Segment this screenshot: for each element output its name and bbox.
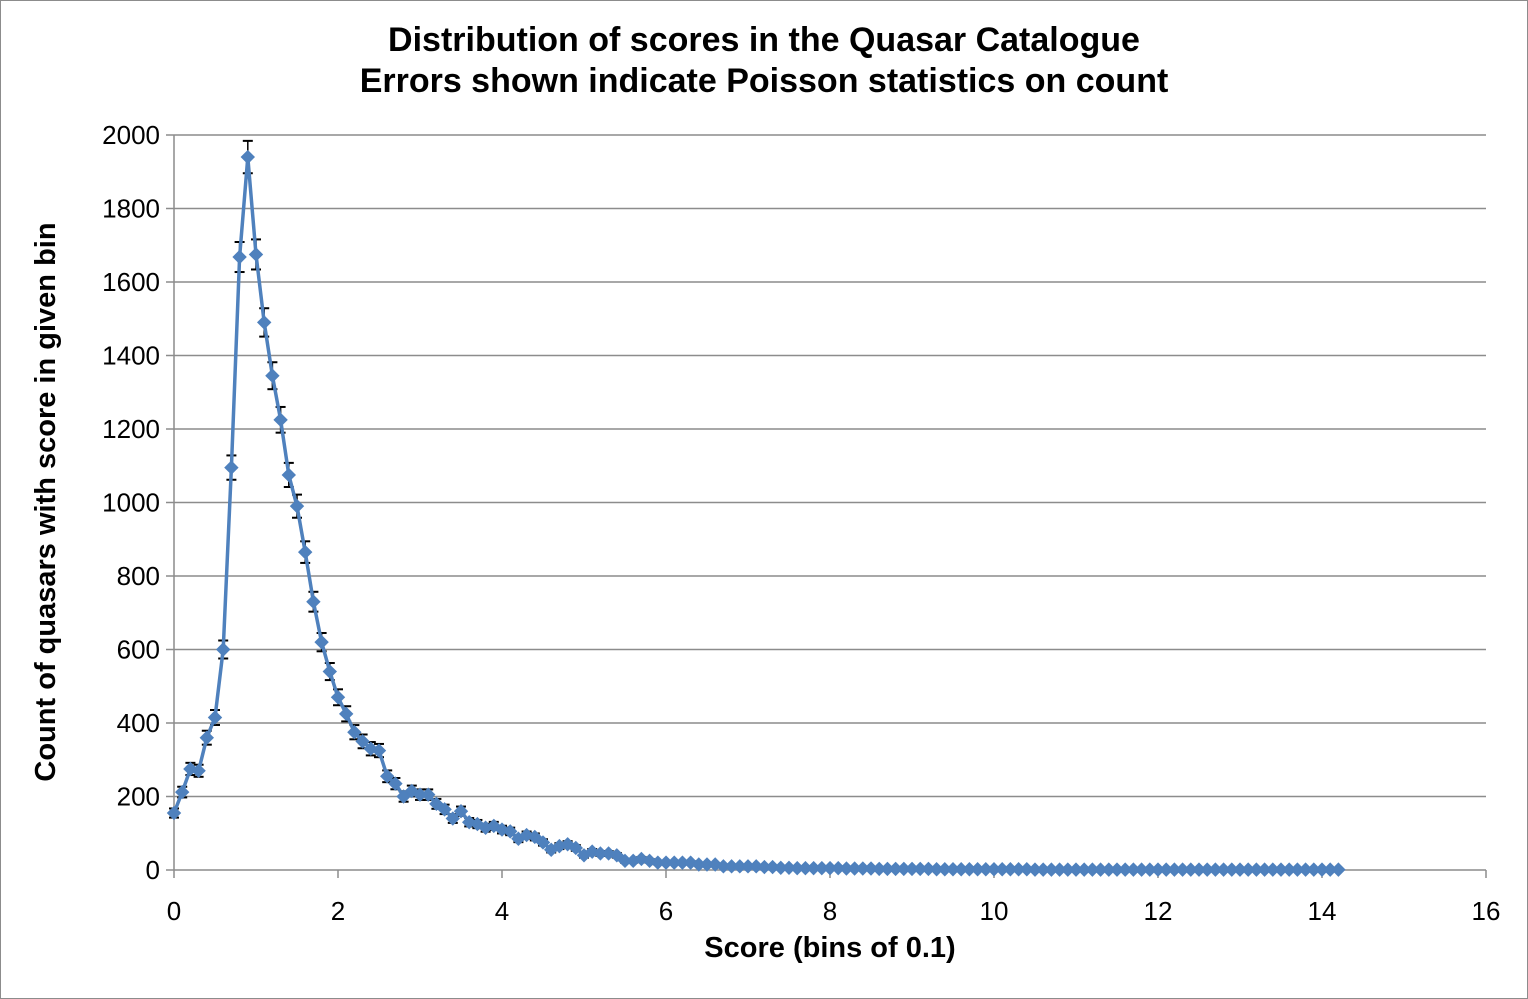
data-point <box>330 690 346 705</box>
data-point <box>306 594 321 609</box>
data-point <box>338 706 354 722</box>
y-tick-label: 600 <box>117 635 160 665</box>
data-point <box>273 412 288 428</box>
data-point <box>379 769 395 784</box>
y-tick-label: 2000 <box>102 120 160 150</box>
data-point <box>232 249 247 265</box>
y-tick-label: 1400 <box>102 341 160 371</box>
y-tick-label: 0 <box>146 855 160 885</box>
y-tick-label: 1600 <box>102 267 160 297</box>
y-tick-label: 1800 <box>102 194 160 224</box>
data-point <box>527 829 543 845</box>
x-tick-label: 12 <box>1144 896 1173 926</box>
data-point <box>256 315 272 330</box>
data-point <box>535 835 551 850</box>
data-point <box>347 724 362 740</box>
x-tick-label: 0 <box>167 896 181 926</box>
y-tick-label: 800 <box>117 561 160 591</box>
data-point <box>199 730 215 745</box>
data-point <box>240 149 256 165</box>
data-point <box>289 498 305 514</box>
data-point <box>191 763 206 778</box>
data-point <box>265 368 280 383</box>
x-tick-label: 14 <box>1308 896 1337 926</box>
data-point <box>445 811 461 826</box>
data-point <box>207 710 223 725</box>
data-point <box>281 467 297 483</box>
data-point <box>609 848 625 863</box>
data-point <box>355 734 370 749</box>
x-tick-label: 8 <box>823 896 837 926</box>
data-point <box>215 642 231 657</box>
data-point <box>388 776 403 791</box>
x-tick-label: 10 <box>980 896 1009 926</box>
data-point <box>429 796 444 812</box>
data-point <box>453 803 469 819</box>
y-tick-label: 400 <box>117 708 160 738</box>
data-point <box>371 743 387 758</box>
data-point <box>314 634 329 650</box>
data-point <box>248 247 264 262</box>
chart-title: Distribution of scores in the Quasar Cat… <box>388 21 1140 59</box>
x-axis-label: Score (bins of 0.1) <box>704 932 956 964</box>
chart-subtitle: Errors shown indicate Poisson statistics… <box>359 62 1169 100</box>
series-line <box>172 155 1339 872</box>
x-tick-label: 2 <box>331 896 345 926</box>
data-point <box>502 824 518 839</box>
data-point <box>420 787 436 802</box>
data-point <box>1331 862 1346 877</box>
data-point <box>174 784 190 800</box>
data-point <box>568 840 584 856</box>
data-point <box>297 544 313 560</box>
x-tick-label: 4 <box>495 896 509 926</box>
x-tick-label: 6 <box>659 896 673 926</box>
data-point <box>166 805 182 821</box>
y-tick-label: 1000 <box>102 488 160 518</box>
data-point <box>396 789 411 804</box>
y-tick-label: 1200 <box>102 414 160 444</box>
data-point <box>322 664 338 679</box>
data-point <box>224 460 239 475</box>
data-point <box>437 802 452 817</box>
x-tick-label: 16 <box>1472 896 1501 926</box>
y-tick-label: 200 <box>117 782 160 812</box>
